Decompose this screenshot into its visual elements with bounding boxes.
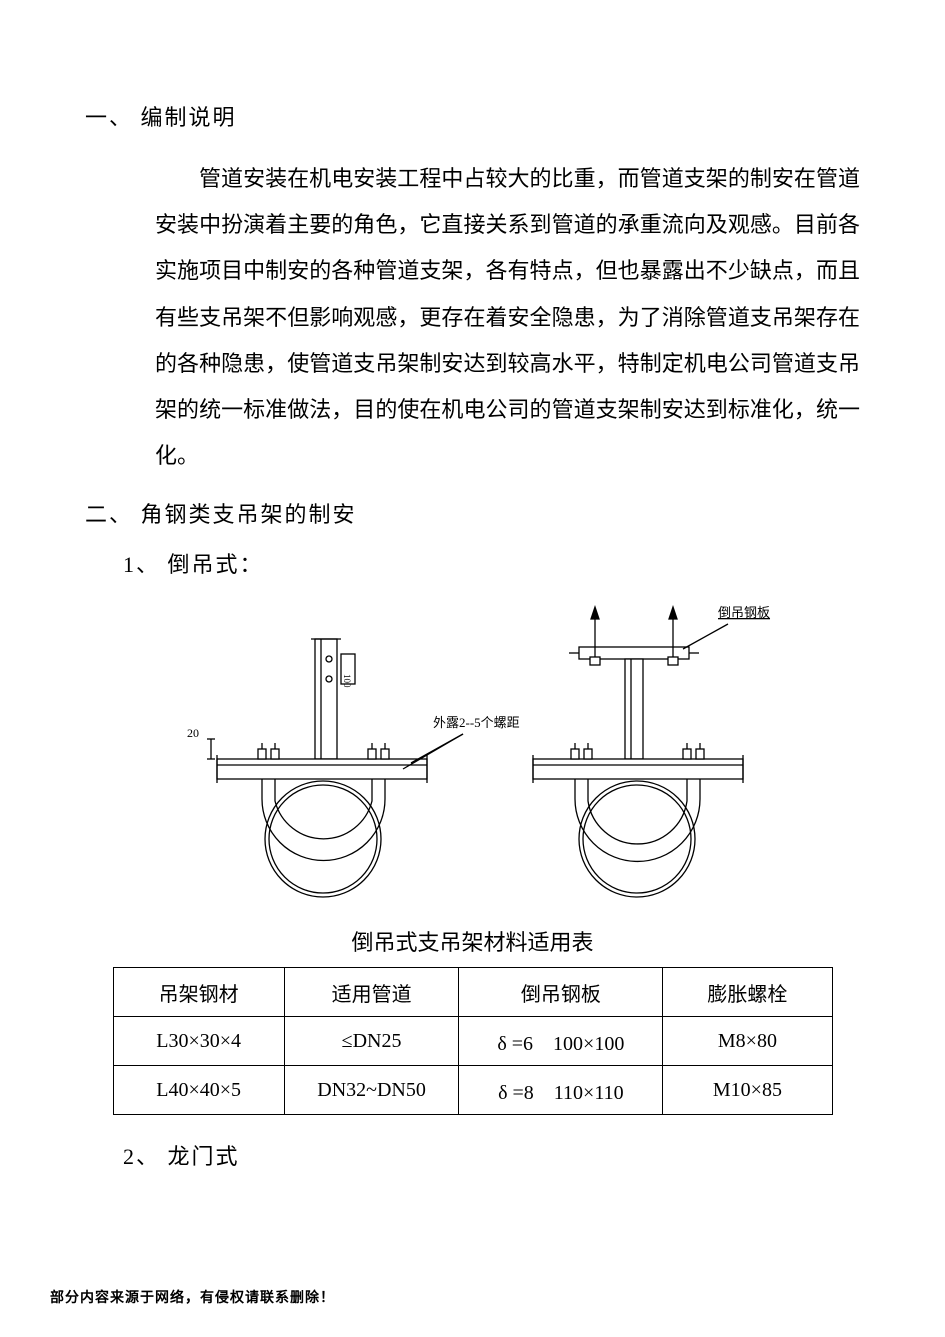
thread-label: 外露2--5个螺距: [433, 715, 520, 730]
section-1-heading: 一、 编制说明: [85, 100, 860, 132]
col-header: 适用管道: [284, 968, 459, 1017]
document-page: 一、 编制说明 管道安装在机电安装工程中占较大的比重，而管道支架的制安在管道安装…: [0, 0, 945, 1337]
table-cell: DN32~DN50: [284, 1066, 459, 1115]
section-2-heading: 二、 角钢类支吊架的制安: [85, 497, 860, 529]
table-cell: ≤DN25: [284, 1017, 459, 1066]
diagram-svg: 20 100 外露2--5个螺距 倒吊钢板: [163, 599, 783, 909]
table-cell: L30×30×4: [113, 1017, 284, 1066]
col-header: 膨胀螺栓: [663, 968, 832, 1017]
col-header: 吊架钢材: [113, 968, 284, 1017]
col-header: 倒吊钢板: [459, 968, 663, 1017]
diagram-inverted-hanger: 20 100 外露2--5个螺距 倒吊钢板: [85, 599, 860, 909]
table-row: L40×40×5 DN32~DN50 δ =8 110×110 M10×85: [113, 1066, 832, 1115]
table-row: L30×30×4 ≤DN25 δ =6 100×100 M8×80: [113, 1017, 832, 1066]
table-cell: δ =6 100×100: [459, 1017, 663, 1066]
dim-100-label: 100: [342, 674, 352, 688]
plate-label: 倒吊钢板: [718, 605, 770, 620]
table-cell: L40×40×5: [113, 1066, 284, 1115]
table-cell: M8×80: [663, 1017, 832, 1066]
section-2-item-2-title: 2、 龙门式: [123, 1139, 860, 1171]
footer-disclaimer: 部分内容来源于网络，有侵权请联系删除！: [50, 1287, 335, 1307]
section-1-paragraph: 管道安装在机电安装工程中占较大的比重，而管道支架的制安在管道安装中扮演着主要的角…: [155, 156, 860, 479]
section-2-item-1-title: 1、 倒吊式：: [123, 547, 860, 579]
table-cell: M10×85: [663, 1066, 832, 1115]
material-table: 吊架钢材 适用管道 倒吊钢板 膨胀螺栓 L30×30×4 ≤DN25 δ =6 …: [113, 967, 833, 1115]
table-caption: 倒吊式支吊架材料适用表: [85, 925, 860, 957]
table-cell: δ =8 110×110: [459, 1066, 663, 1115]
dim-20-label: 20: [187, 726, 199, 740]
table-header-row: 吊架钢材 适用管道 倒吊钢板 膨胀螺栓: [113, 968, 832, 1017]
